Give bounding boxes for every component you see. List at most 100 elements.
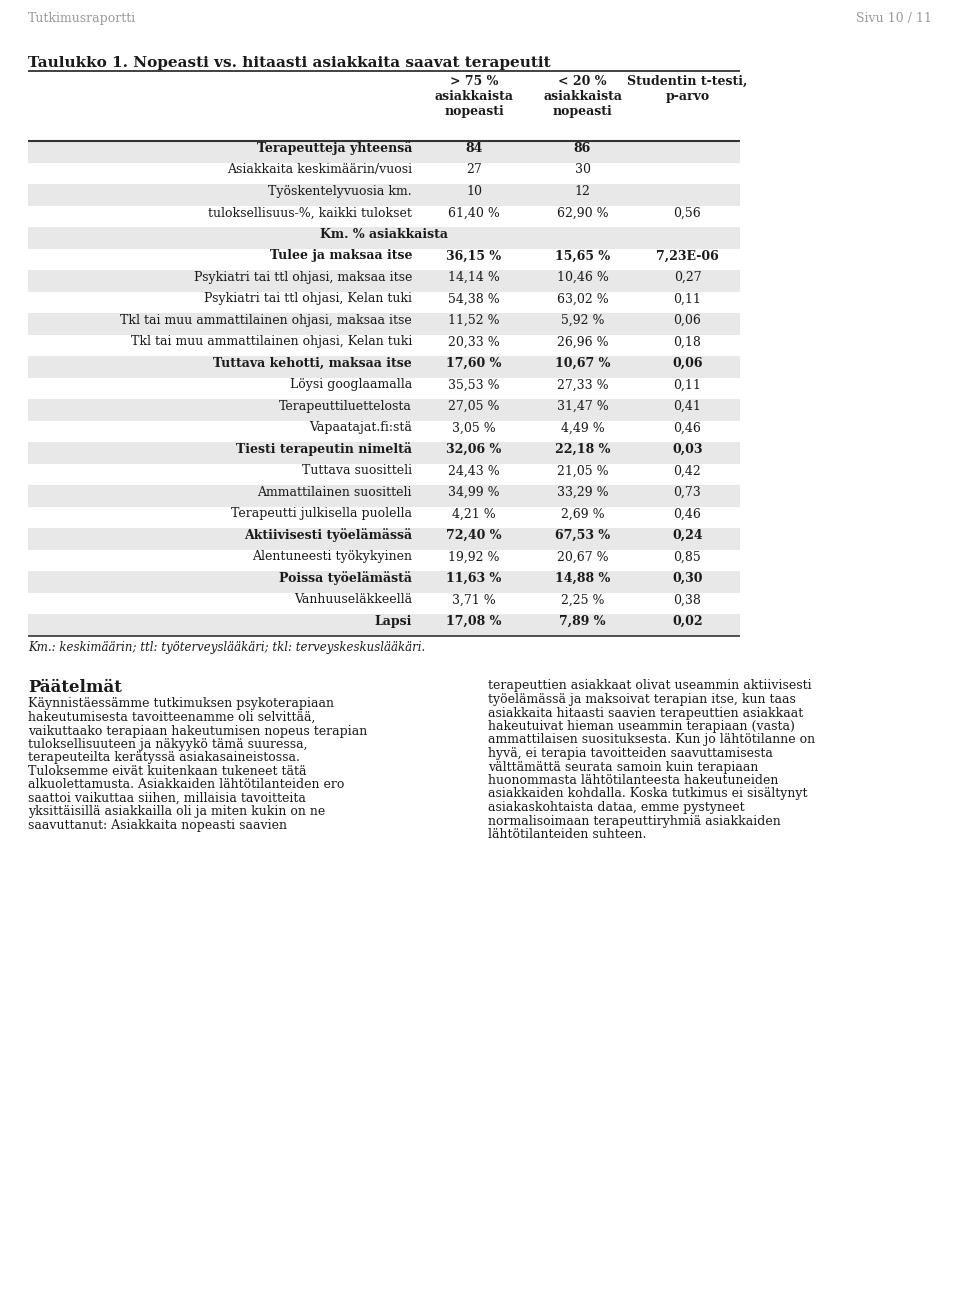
Text: 3,71 %: 3,71 % <box>452 593 496 606</box>
Text: alkuolettamusta. Asiakkaiden lähtötilanteiden ero: alkuolettamusta. Asiakkaiden lähtötilant… <box>28 778 345 791</box>
Text: 20,33 %: 20,33 % <box>448 336 500 349</box>
Text: 0,24: 0,24 <box>672 529 703 542</box>
Text: tuloksellisuus-%, kaikki tulokset: tuloksellisuus-%, kaikki tulokset <box>208 206 412 219</box>
Text: 22,18 %: 22,18 % <box>555 443 611 456</box>
Text: 0,38: 0,38 <box>674 593 702 606</box>
Bar <box>28 400 740 421</box>
Bar <box>28 357 740 377</box>
Text: 30: 30 <box>574 163 590 176</box>
Text: 0,11: 0,11 <box>674 293 702 306</box>
Text: 19,92 %: 19,92 % <box>448 550 500 563</box>
Text: 17,08 %: 17,08 % <box>446 615 502 628</box>
Text: Alentuneesti työkykyinen: Alentuneesti työkykyinen <box>252 550 412 563</box>
Text: 33,29 %: 33,29 % <box>557 486 609 499</box>
Text: hyvä, ei terapia tavoitteiden saavuttamisesta: hyvä, ei terapia tavoitteiden saavuttami… <box>488 747 773 760</box>
Text: Taulukko 1. Nopeasti vs. hitaasti asiakkaita saavat terapeutit: Taulukko 1. Nopeasti vs. hitaasti asiakk… <box>28 56 551 71</box>
Text: > 75 %
asiakkaista
nopeasti: > 75 % asiakkaista nopeasti <box>435 74 514 118</box>
Text: Tutkimusraportti: Tutkimusraportti <box>28 12 136 25</box>
Text: Vanhuuseläkkeellä: Vanhuuseläkkeellä <box>294 593 412 606</box>
Text: 34,99 %: 34,99 % <box>448 486 500 499</box>
Bar <box>28 227 740 248</box>
Text: 0,73: 0,73 <box>674 486 702 499</box>
Text: Käynnistäessämme tutkimuksen psykoterapiaan: Käynnistäessämme tutkimuksen psykoterapi… <box>28 697 334 710</box>
Bar <box>28 593 740 614</box>
Text: hakeutuivat hieman useammin terapiaan (vasta): hakeutuivat hieman useammin terapiaan (v… <box>488 720 795 733</box>
Text: 0,02: 0,02 <box>672 615 703 628</box>
Text: Terapeuttiluettelosta: Terapeuttiluettelosta <box>279 400 412 413</box>
Text: 4,49 %: 4,49 % <box>561 422 605 435</box>
Bar <box>28 184 740 205</box>
Text: 0,06: 0,06 <box>674 313 702 326</box>
Bar <box>28 162 740 184</box>
Bar <box>28 421 740 441</box>
Text: 17,60 %: 17,60 % <box>446 357 502 370</box>
Text: Studentin t-testi,
p-arvo: Studentin t-testi, p-arvo <box>627 74 748 103</box>
Text: välttämättä seurata samoin kuin terapiaan: välttämättä seurata samoin kuin terapiaa… <box>488 760 758 773</box>
Text: vaikuttaako terapiaan hakeutumisen nopeus terapian: vaikuttaako terapiaan hakeutumisen nopeu… <box>28 725 368 738</box>
Bar <box>28 291 740 313</box>
Text: 86: 86 <box>574 142 591 155</box>
Text: 0,03: 0,03 <box>672 443 703 456</box>
Bar <box>28 528 740 550</box>
Text: 0,18: 0,18 <box>674 336 702 349</box>
Bar <box>28 464 740 485</box>
Text: 0,46: 0,46 <box>674 422 702 435</box>
Bar <box>28 485 740 507</box>
Text: terapeuttien asiakkaat olivat useammin aktiivisesti: terapeuttien asiakkaat olivat useammin a… <box>488 679 811 692</box>
Text: 12: 12 <box>575 185 590 197</box>
Text: asiakkaiden kohdalla. Koska tutkimus ei sisältynyt: asiakkaiden kohdalla. Koska tutkimus ei … <box>488 788 807 801</box>
Text: 3,05 %: 3,05 % <box>452 422 496 435</box>
Text: 27,05 %: 27,05 % <box>448 400 500 413</box>
Text: Päätelmät: Päätelmät <box>28 679 122 696</box>
Text: 0,30: 0,30 <box>672 572 703 585</box>
Text: Poissa työelämästä: Poissa työelämästä <box>279 572 412 585</box>
Text: 11,52 %: 11,52 % <box>448 313 500 326</box>
Text: 5,92 %: 5,92 % <box>561 313 604 326</box>
Text: 72,40 %: 72,40 % <box>446 529 502 542</box>
Text: Tuloksemme eivät kuitenkaan tukeneet tätä: Tuloksemme eivät kuitenkaan tukeneet tät… <box>28 765 306 778</box>
Text: 0,06: 0,06 <box>672 357 703 370</box>
Text: Km. % asiakkaista: Km. % asiakkaista <box>320 227 448 240</box>
Text: 36,15 %: 36,15 % <box>446 249 501 263</box>
Text: Tkl tai muu ammattilainen ohjasi, maksaa itse: Tkl tai muu ammattilainen ohjasi, maksaa… <box>120 313 412 326</box>
Text: 7,89 %: 7,89 % <box>560 615 606 628</box>
Text: 27,33 %: 27,33 % <box>557 379 609 392</box>
Text: Ammattilainen suositteli: Ammattilainen suositteli <box>257 486 412 499</box>
Text: 0,41: 0,41 <box>674 400 702 413</box>
Bar <box>28 248 740 270</box>
Bar <box>28 270 740 291</box>
Text: 32,06 %: 32,06 % <box>446 443 502 456</box>
Text: 4,21 %: 4,21 % <box>452 507 496 520</box>
Text: 26,96 %: 26,96 % <box>557 336 609 349</box>
Bar <box>28 550 740 571</box>
Bar <box>28 313 740 334</box>
Bar <box>28 334 740 357</box>
Text: 0,56: 0,56 <box>674 206 702 219</box>
Text: 7,23E-06: 7,23E-06 <box>656 249 719 263</box>
Text: 84: 84 <box>466 142 483 155</box>
Bar <box>28 141 740 162</box>
Text: 15,65 %: 15,65 % <box>555 249 610 263</box>
Text: työelämässä ja maksoivat terapian itse, kun taas: työelämässä ja maksoivat terapian itse, … <box>488 693 796 707</box>
Text: Tulee ja maksaa itse: Tulee ja maksaa itse <box>270 249 412 263</box>
Text: Tkl tai muu ammattilainen ohjasi, Kelan tuki: Tkl tai muu ammattilainen ohjasi, Kelan … <box>131 336 412 349</box>
Text: 14,88 %: 14,88 % <box>555 572 611 585</box>
Text: 10,67 %: 10,67 % <box>555 357 611 370</box>
Text: 31,47 %: 31,47 % <box>557 400 609 413</box>
Text: hakeutumisesta tavoitteenamme oli selvittää,: hakeutumisesta tavoitteenamme oli selvit… <box>28 710 316 724</box>
Text: Tiesti terapeutin nimeltä: Tiesti terapeutin nimeltä <box>236 443 412 456</box>
Text: 54,38 %: 54,38 % <box>448 293 500 306</box>
Text: saavuttanut: Asiakkaita nopeasti saavien: saavuttanut: Asiakkaita nopeasti saavien <box>28 819 287 832</box>
Text: Terapeutti julkisella puolella: Terapeutti julkisella puolella <box>231 507 412 520</box>
Text: 2,25 %: 2,25 % <box>561 593 604 606</box>
Bar <box>28 377 740 400</box>
Text: 0,27: 0,27 <box>674 270 702 283</box>
Text: ammattilaisen suosituksesta. Kun jo lähtötilanne on: ammattilaisen suosituksesta. Kun jo läht… <box>488 734 815 747</box>
Text: 63,02 %: 63,02 % <box>557 293 609 306</box>
Bar <box>28 441 740 464</box>
Text: Km.: keskimäärin; ttl: työterveyslääkäri; tkl: terveyskeskuslääkäri.: Km.: keskimäärin; ttl: työterveyslääkäri… <box>28 641 425 654</box>
Text: 24,43 %: 24,43 % <box>448 465 500 477</box>
Text: 67,53 %: 67,53 % <box>555 529 610 542</box>
Text: 0,46: 0,46 <box>674 507 702 520</box>
Text: 10: 10 <box>466 185 482 197</box>
